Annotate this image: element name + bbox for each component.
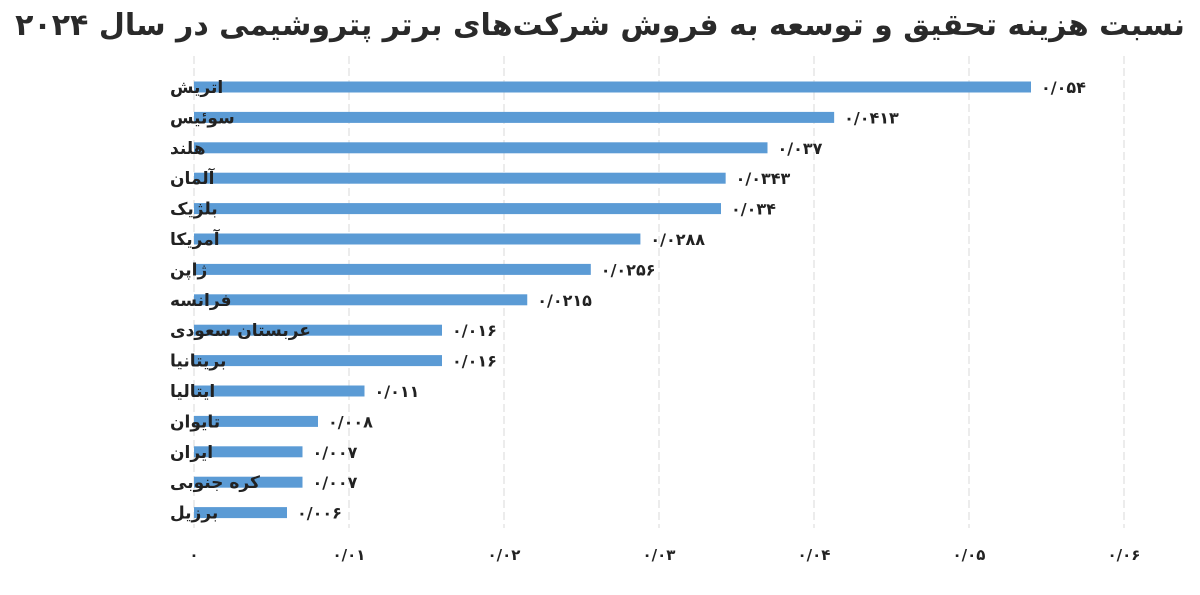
x-tick-label: ۰/۰۱ (333, 546, 366, 564)
x-tick-label: ۰/۰۶ (1108, 546, 1141, 564)
bar (194, 142, 768, 154)
data-label: ۰/۰۴۱۳ (844, 108, 899, 127)
bar (194, 324, 442, 336)
data-label: ۰/۰۰۸ (328, 412, 373, 431)
category-label: سوئیس (170, 108, 235, 128)
category-label: بلژیک (170, 200, 218, 220)
x-tick-label: ۰/۰۴ (798, 546, 831, 564)
bar (194, 172, 726, 184)
x-tick-label: ۰/۰۳ (643, 546, 676, 564)
category-label: کره جنوبی (170, 473, 260, 493)
category-label: هلند (170, 139, 206, 159)
data-label: ۰/۰۰۶ (297, 504, 342, 523)
data-label: ۰/۰۰۷ (313, 443, 358, 462)
category-label: ژاپن (170, 260, 207, 280)
category-label: ایتالیا (170, 382, 215, 402)
data-label: ۰/۰۱۶ (452, 321, 497, 340)
bar (194, 81, 1031, 93)
category-label: آلمان (170, 167, 216, 189)
bar (194, 355, 442, 367)
data-label: ۰/۰۰۷ (313, 473, 358, 492)
data-label: ۰/۰۲۱۵ (537, 291, 592, 310)
data-label: ۰/۰۳۷ (778, 139, 823, 158)
category-label: اتریش (170, 78, 223, 98)
category-label: بریتانیا (170, 352, 226, 372)
labels: ۰ ۰/۰۱ ۰/۰۲ ۰/۰۳ ۰/۰۴ ۰/۰۵ ۰/۰۶ اتریش ۰/۰۵۴ سوئیس… (170, 78, 1140, 564)
data-label: ۰/۰۳۴۳ (736, 169, 791, 188)
data-label: ۰/۰۳۴ (731, 200, 776, 219)
bar (194, 203, 721, 215)
bar (194, 446, 303, 458)
x-tick-label: ۰/۰۲ (488, 546, 521, 564)
bar (194, 111, 835, 123)
category-label: تایوان (170, 412, 220, 432)
bar (194, 294, 528, 306)
bar (194, 507, 287, 519)
data-label: ۰/۰۲۸۸ (650, 230, 705, 249)
data-label: ۰/۰۱۶ (452, 352, 497, 371)
x-tick-label: ۰/۰۵ (953, 546, 986, 564)
category-label: عربستان سعودی (170, 321, 311, 341)
category-label: برزیل (170, 504, 218, 524)
data-label: ۰/۰۵۴ (1041, 78, 1086, 97)
bar (194, 233, 641, 245)
category-label: ایران (170, 443, 213, 463)
data-label: ۰/۰۱۱ (375, 382, 420, 401)
bars (194, 81, 1031, 519)
gridlines (193, 56, 1125, 528)
bar (194, 385, 365, 397)
bar (194, 476, 303, 488)
data-label: ۰/۰۲۵۶ (601, 260, 656, 279)
chart-title: نسبت هزینه تحقیق و توسعه به فروش شرکت‌ها… (15, 8, 1185, 43)
category-label: آمریکا (170, 228, 221, 250)
bar (194, 415, 318, 427)
x-tick-label: ۰ (189, 546, 198, 564)
category-label: فرانسه (170, 291, 232, 311)
bar (194, 263, 591, 275)
